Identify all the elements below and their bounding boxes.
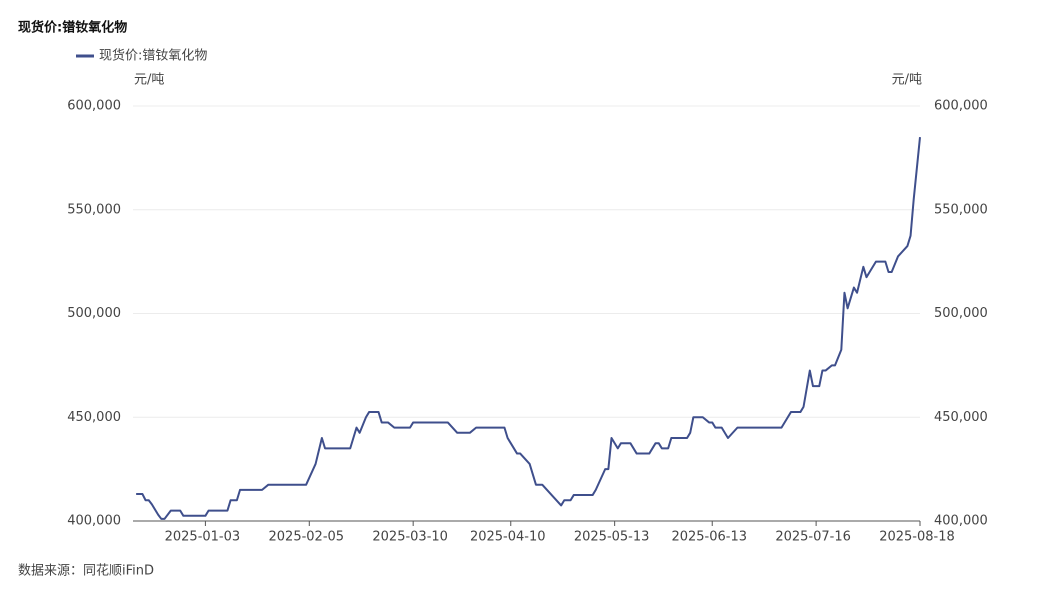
y-axis-unit: 元/吨: [134, 73, 164, 88]
x-tick-label: 2025-05-13: [574, 530, 650, 545]
y-tick-label: 400,000: [67, 514, 121, 529]
x-tick-label: 2025-06-13: [671, 530, 747, 545]
y2-tick-label: 600,000: [934, 99, 988, 114]
y2-axis-unit: 元/吨: [892, 73, 922, 88]
y2-tick-label: 500,000: [934, 306, 988, 321]
y-tick-label: 500,000: [67, 306, 121, 321]
source-note: 数据来源：同花顺iFinD: [18, 563, 154, 579]
series-line: [136, 137, 921, 520]
x-tick-label: 2025-01-03: [165, 530, 241, 545]
y-tick-label: 600,000: [67, 99, 121, 114]
y2-tick-label: 550,000: [934, 202, 988, 217]
x-tick-label: 2025-04-10: [470, 530, 546, 545]
x-tick-label: 2025-03-10: [372, 530, 448, 545]
x-tick-label: 2025-07-16: [775, 530, 851, 545]
chart-title: 现货价:镨钕氧化物: [18, 20, 127, 36]
legend-label: 现货价:镨钕氧化物: [99, 48, 207, 64]
y2-tick-label: 450,000: [934, 410, 988, 425]
y-tick-label: 550,000: [67, 202, 121, 217]
x-tick-label: 2025-02-05: [269, 530, 345, 545]
y2-tick-label: 400,000: [934, 514, 988, 529]
y-tick-label: 450,000: [67, 410, 121, 425]
x-tick-label: 2025-08-18: [879, 530, 955, 545]
